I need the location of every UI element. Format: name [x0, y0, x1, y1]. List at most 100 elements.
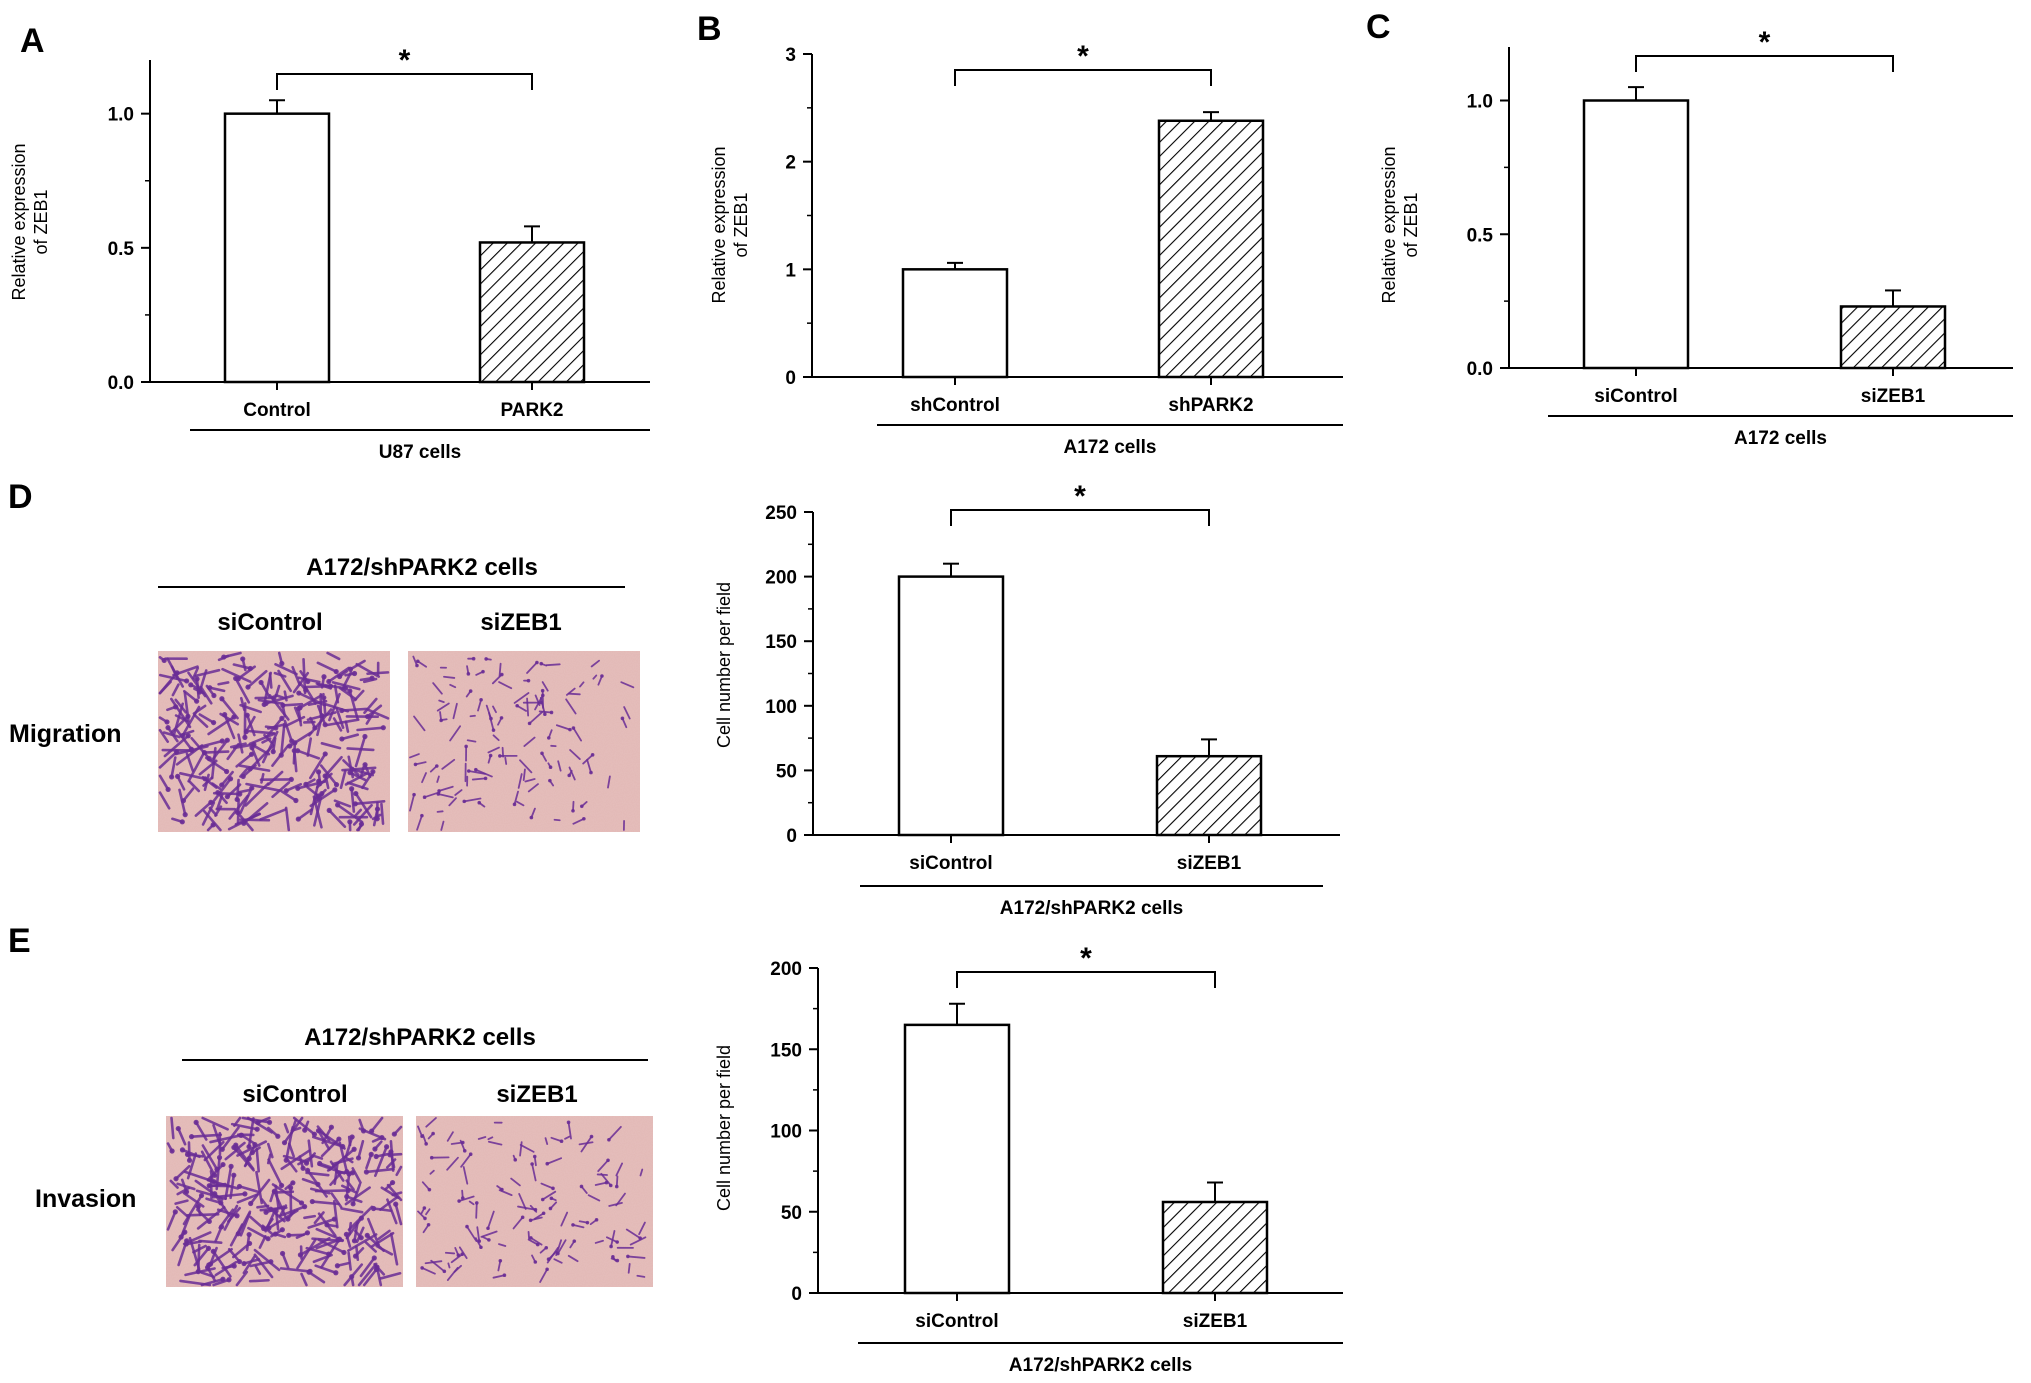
stained-cell: [300, 1272, 308, 1287]
stained-cell: [528, 711, 544, 725]
stained-cell: [370, 1116, 384, 1133]
stained-nucleus: [484, 657, 488, 661]
x-category-label: siZEB1: [1177, 853, 1242, 874]
stained-cell: [544, 1137, 549, 1145]
stained-cell: [620, 681, 635, 689]
stained-cell: [347, 1233, 378, 1252]
stained-cell: [446, 1131, 454, 1142]
stained-cell: [568, 766, 576, 781]
stained-cell: [569, 749, 581, 760]
stained-cell: [239, 696, 246, 712]
stained-nucleus: [571, 726, 576, 730]
y-axis-title-line: of ZEB1: [731, 192, 751, 257]
micrograph-d-sicontrol: [158, 651, 390, 832]
stained-cell: [340, 1207, 364, 1214]
y-tick-label: 0.5: [108, 239, 135, 260]
stained-cell: [307, 1270, 326, 1284]
stained-nucleus: [283, 788, 289, 794]
stained-nucleus: [241, 1260, 247, 1267]
stained-nucleus: [205, 1245, 212, 1251]
stained-nucleus: [246, 1231, 252, 1238]
stained-nucleus: [615, 1240, 619, 1244]
stained-nucleus: [364, 1232, 370, 1238]
stained-cell: [477, 698, 482, 712]
stained-nucleus: [546, 1257, 551, 1262]
stained-nucleus: [305, 1167, 311, 1174]
stained-cell: [477, 1136, 487, 1140]
stained-cell: [587, 1194, 601, 1202]
y-tick-label: 250: [765, 503, 797, 524]
stained-nucleus: [194, 698, 200, 704]
stained-cell: [239, 818, 271, 822]
stained-nucleus: [307, 1268, 313, 1274]
stained-nucleus: [261, 701, 267, 708]
stained-cell: [572, 1223, 585, 1229]
stained-nucleus: [568, 727, 572, 732]
stained-cell: [203, 773, 210, 792]
stained-nucleus: [188, 1134, 195, 1140]
stained-cell: [266, 1142, 274, 1159]
stained-cell: [416, 814, 423, 831]
stained-cell: [176, 1127, 187, 1146]
stained-nucleus: [297, 1252, 304, 1258]
stained-nucleus: [268, 1206, 274, 1212]
stained-cell: [207, 715, 236, 736]
stained-nucleus: [180, 798, 187, 804]
stained-cell: [183, 689, 198, 703]
stained-nucleus: [248, 751, 255, 757]
stained-cell: [526, 697, 530, 717]
stained-cell: [567, 1254, 579, 1263]
stained-nucleus: [435, 764, 439, 768]
stained-nucleus: [270, 749, 276, 755]
stained-nucleus: [224, 737, 230, 743]
stained-cell: [316, 1125, 331, 1142]
stained-cell: [471, 777, 487, 781]
y-tick-label: 1.0: [1467, 92, 1493, 113]
stained-cell: [610, 1230, 616, 1248]
stained-cell: [211, 782, 222, 791]
stained-cell: [529, 1216, 543, 1222]
stained-nucleus: [341, 1249, 347, 1256]
y-tick-label: 150: [770, 1040, 802, 1061]
stained-nucleus: [529, 815, 534, 820]
stained-nucleus: [413, 762, 418, 767]
y-tick-label: 150: [765, 632, 797, 653]
stained-cell: [354, 735, 367, 768]
stained-cell: [316, 661, 338, 673]
stained-cell: [296, 1238, 317, 1270]
y-tick-label: 1: [785, 260, 796, 281]
stained-cell: [361, 770, 375, 790]
stained-cell: [267, 1158, 283, 1187]
stained-nucleus: [424, 1142, 428, 1146]
stained-nucleus: [355, 1155, 362, 1161]
stained-cell: [336, 803, 364, 824]
stained-cell: [572, 817, 585, 825]
stained-nucleus: [223, 768, 230, 775]
stained-cell: [232, 1242, 251, 1259]
stained-cell: [512, 1216, 524, 1230]
stained-cell: [192, 666, 200, 680]
stained-nucleus: [249, 1149, 255, 1156]
stained-cell: [517, 1205, 537, 1211]
stained-cell: [389, 1232, 399, 1266]
stained-nucleus: [466, 769, 471, 773]
stained-cell: [195, 677, 200, 700]
stained-nucleus: [210, 822, 216, 828]
stained-cell: [540, 1182, 554, 1190]
stained-cell: [248, 1278, 270, 1283]
stained-cell: [211, 777, 232, 804]
micrograph-col-label-e-1: siControl: [242, 1081, 347, 1108]
stained-cell: [354, 792, 373, 819]
stained-nucleus: [332, 787, 338, 793]
stained-nucleus: [210, 1248, 216, 1254]
stained-cell: [425, 1117, 437, 1128]
stained-nucleus: [224, 794, 231, 800]
stained-nucleus: [303, 781, 309, 787]
stained-cell: [226, 742, 240, 761]
stained-cell: [586, 758, 592, 774]
bar-sizeb1: [1839, 305, 1947, 370]
stained-nucleus: [240, 773, 246, 780]
stained-cell: [316, 714, 324, 737]
y-axis-title-line: Cell number per field: [714, 582, 734, 748]
stained-cell: [307, 708, 333, 737]
